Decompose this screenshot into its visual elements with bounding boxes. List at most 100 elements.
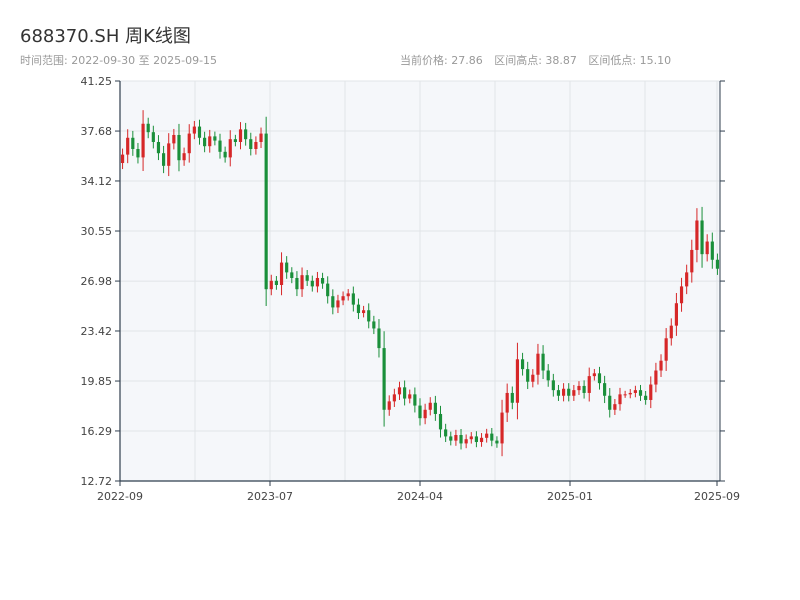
candle-body [638,390,643,396]
y-tick-label: 34.12 [81,175,113,188]
candle-body [238,129,243,142]
candle-body [515,359,520,403]
y-tick-label: 26.98 [81,275,113,288]
candle-body [597,373,602,384]
candle-body [454,435,458,441]
candle-body [592,373,596,377]
candle-body [213,136,217,141]
candle-body [208,136,212,147]
candle-body [449,436,453,441]
candle-body [259,133,263,142]
candle-body [269,280,273,290]
x-tick-label: 2023-07 [247,490,293,503]
y-tick-label: 37.68 [81,125,113,138]
candle-body [382,348,386,410]
candle-body [546,370,550,381]
candle-body [279,262,284,285]
candle-body [305,275,309,281]
candle-body [500,412,504,444]
candle-body [556,390,561,396]
candle-body [177,134,181,161]
candle-body [531,374,535,382]
candle-body [413,394,417,406]
candle-body [618,394,622,405]
candle-body [438,413,443,430]
candle-body [362,310,366,314]
candle-body [433,402,437,414]
candle-body [474,436,478,443]
candle-body [131,137,135,149]
candle-body [249,139,253,149]
date-range-subtitle: 时间范围: 2022-09-30 至 2025-09-15 [20,54,218,67]
candle-body [669,325,673,339]
candle-body [649,384,653,400]
candle-body [233,139,237,142]
candle-body [346,293,350,297]
candle-body [572,390,576,396]
candle-body [505,392,509,413]
y-tick-label: 23.42 [81,325,113,338]
candle-body [351,293,355,305]
candle-body [264,133,268,290]
candle-body [146,123,150,133]
candle-body [326,283,330,297]
candle-body [679,286,684,304]
candle-body [392,394,396,402]
candle-body [290,272,294,278]
chart-title: 688370.SH 周K线图 [20,26,191,47]
candle-body [162,153,166,166]
candle-body [628,392,632,395]
y-tick-label: 16.29 [81,425,113,438]
range-low: 区间低点: 15.10 [588,54,672,67]
candle-body [331,296,335,308]
candle-body [490,433,494,441]
candle-body [428,402,432,410]
x-tick-label: 2024-04 [397,490,443,503]
candle-body [408,394,412,399]
y-tick-label: 41.25 [81,75,113,88]
candle-body [274,280,278,285]
candle-body [387,401,391,410]
y-tick-label: 12.72 [81,475,113,488]
candle-body [126,137,130,155]
candle-body [644,395,648,400]
candle-body [567,388,571,396]
candle-body [444,429,448,437]
candle-body [485,433,489,438]
candle-body [479,437,484,443]
candle-body [541,353,545,371]
candle-body [423,409,427,419]
candle-body [300,275,304,290]
candle-body [674,303,678,326]
candle-body [459,435,463,444]
range-high: 区间高点: 38.87 [494,54,577,67]
candle-body [623,394,627,396]
candle-body [608,395,612,410]
candle-body [418,405,422,419]
candle-body [397,387,402,395]
candle-body [197,126,202,138]
candle-body [136,148,140,158]
candle-body [520,359,525,370]
candle-body [577,385,581,391]
y-tick-label: 30.55 [81,225,113,238]
candle-body [690,249,694,273]
x-tick-label: 2022-09 [97,490,143,503]
candle-body [685,272,689,287]
candle-body [664,338,668,361]
candle-body [695,220,699,250]
candle-body [403,387,407,399]
candle-body [464,439,468,444]
candle-body [372,321,376,329]
candle-body [254,141,258,149]
candle-body [336,300,340,308]
candle-body [244,129,248,140]
candle-body [310,280,314,287]
candle-body [141,123,145,158]
candle-body [182,153,186,161]
price-stats: 当前价格: 27.86 区间高点: 38.87 区间低点: 15.10 [400,52,679,68]
candle-body [356,304,361,314]
candle-body [659,360,663,371]
y-tick-label: 19.85 [81,375,113,388]
